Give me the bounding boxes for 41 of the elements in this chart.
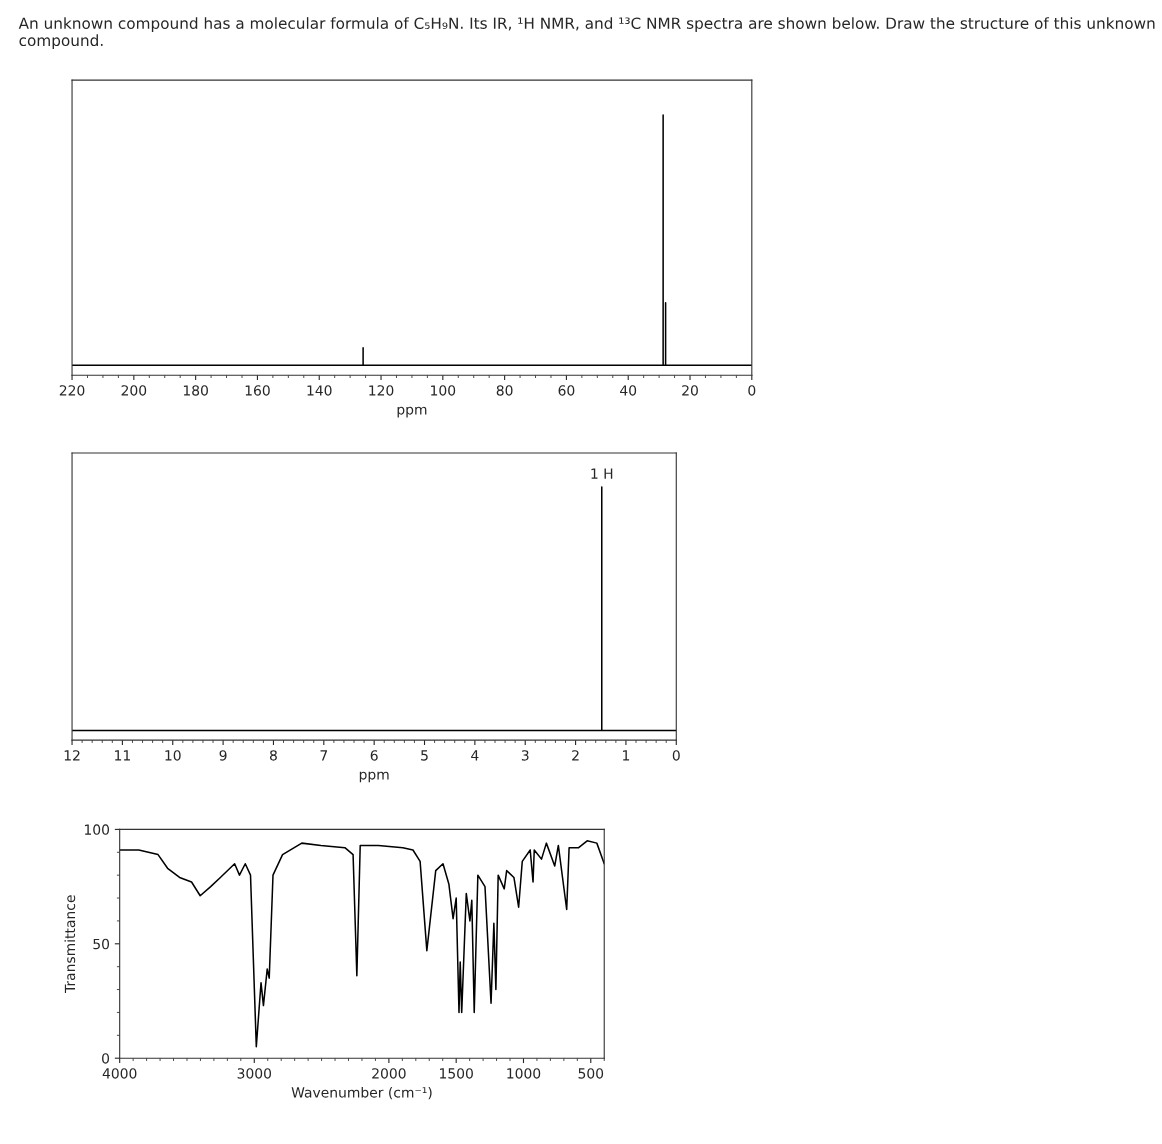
- x-tick-label: 5: [421, 750, 428, 761]
- y-tick-label: 0: [102, 1053, 110, 1064]
- x-axis-title: ppm: [359, 771, 389, 783]
- y-axis-title: Transmittance: [64, 895, 76, 994]
- x-tick-label: 20: [682, 385, 698, 396]
- x-tick-label: 80: [496, 385, 513, 396]
- x-tick-label: 1: [623, 750, 630, 761]
- y-tick-label: 50: [93, 938, 110, 950]
- x-tick-label: 8: [269, 750, 277, 761]
- x-tick-label: 2000: [372, 1068, 406, 1079]
- x-tick-label: 140: [307, 385, 332, 396]
- line-series: [119, 840, 605, 1048]
- x-axis-title: Wavenumber (cm⁻¹): [291, 1086, 432, 1100]
- x-tick-label: 4: [471, 750, 479, 761]
- x-tick-label: 7: [320, 750, 328, 761]
- x-tick-label: 40: [620, 385, 637, 396]
- x-tick-label: 3: [521, 750, 529, 761]
- x-tick-label: 200: [121, 385, 147, 396]
- x-tick-label: 220: [59, 385, 85, 396]
- x-tick-label: 100: [431, 385, 456, 396]
- x-tick-label: 12: [64, 750, 80, 761]
- x-tick-label: 4000: [102, 1068, 137, 1079]
- x-tick-label: 160: [245, 385, 270, 396]
- x-tick-label: 9: [219, 750, 227, 761]
- x-tick-label: 120: [369, 385, 394, 396]
- x-tick-label: 1500: [440, 1068, 473, 1079]
- x-tick-label: 1000: [507, 1068, 541, 1079]
- annotation: 1 H: [591, 468, 613, 479]
- chart-title: An unknown compound has a molecular formula of C₅H₉N. Its IR, ¹H NMR, and ¹³C NMR spectra are shown below. Draw the structure of this unknown compound.: [18, 17, 1155, 50]
- x-tick-label: 0: [748, 385, 756, 396]
- x-tick-label: 6: [370, 750, 378, 761]
- x-tick-label: 3000: [237, 1068, 272, 1079]
- x-tick-label: 60: [558, 385, 575, 396]
- x-tick-label: 10: [165, 750, 181, 761]
- x-tick-label: 0: [672, 750, 680, 761]
- x-axis-title: ppm: [397, 406, 427, 418]
- x-tick-label: 2: [572, 750, 579, 761]
- y-tick-label: 100: [84, 824, 110, 835]
- x-tick-label: 11: [115, 750, 130, 761]
- x-tick-label: 500: [578, 1068, 604, 1079]
- x-tick-label: 180: [183, 385, 208, 396]
